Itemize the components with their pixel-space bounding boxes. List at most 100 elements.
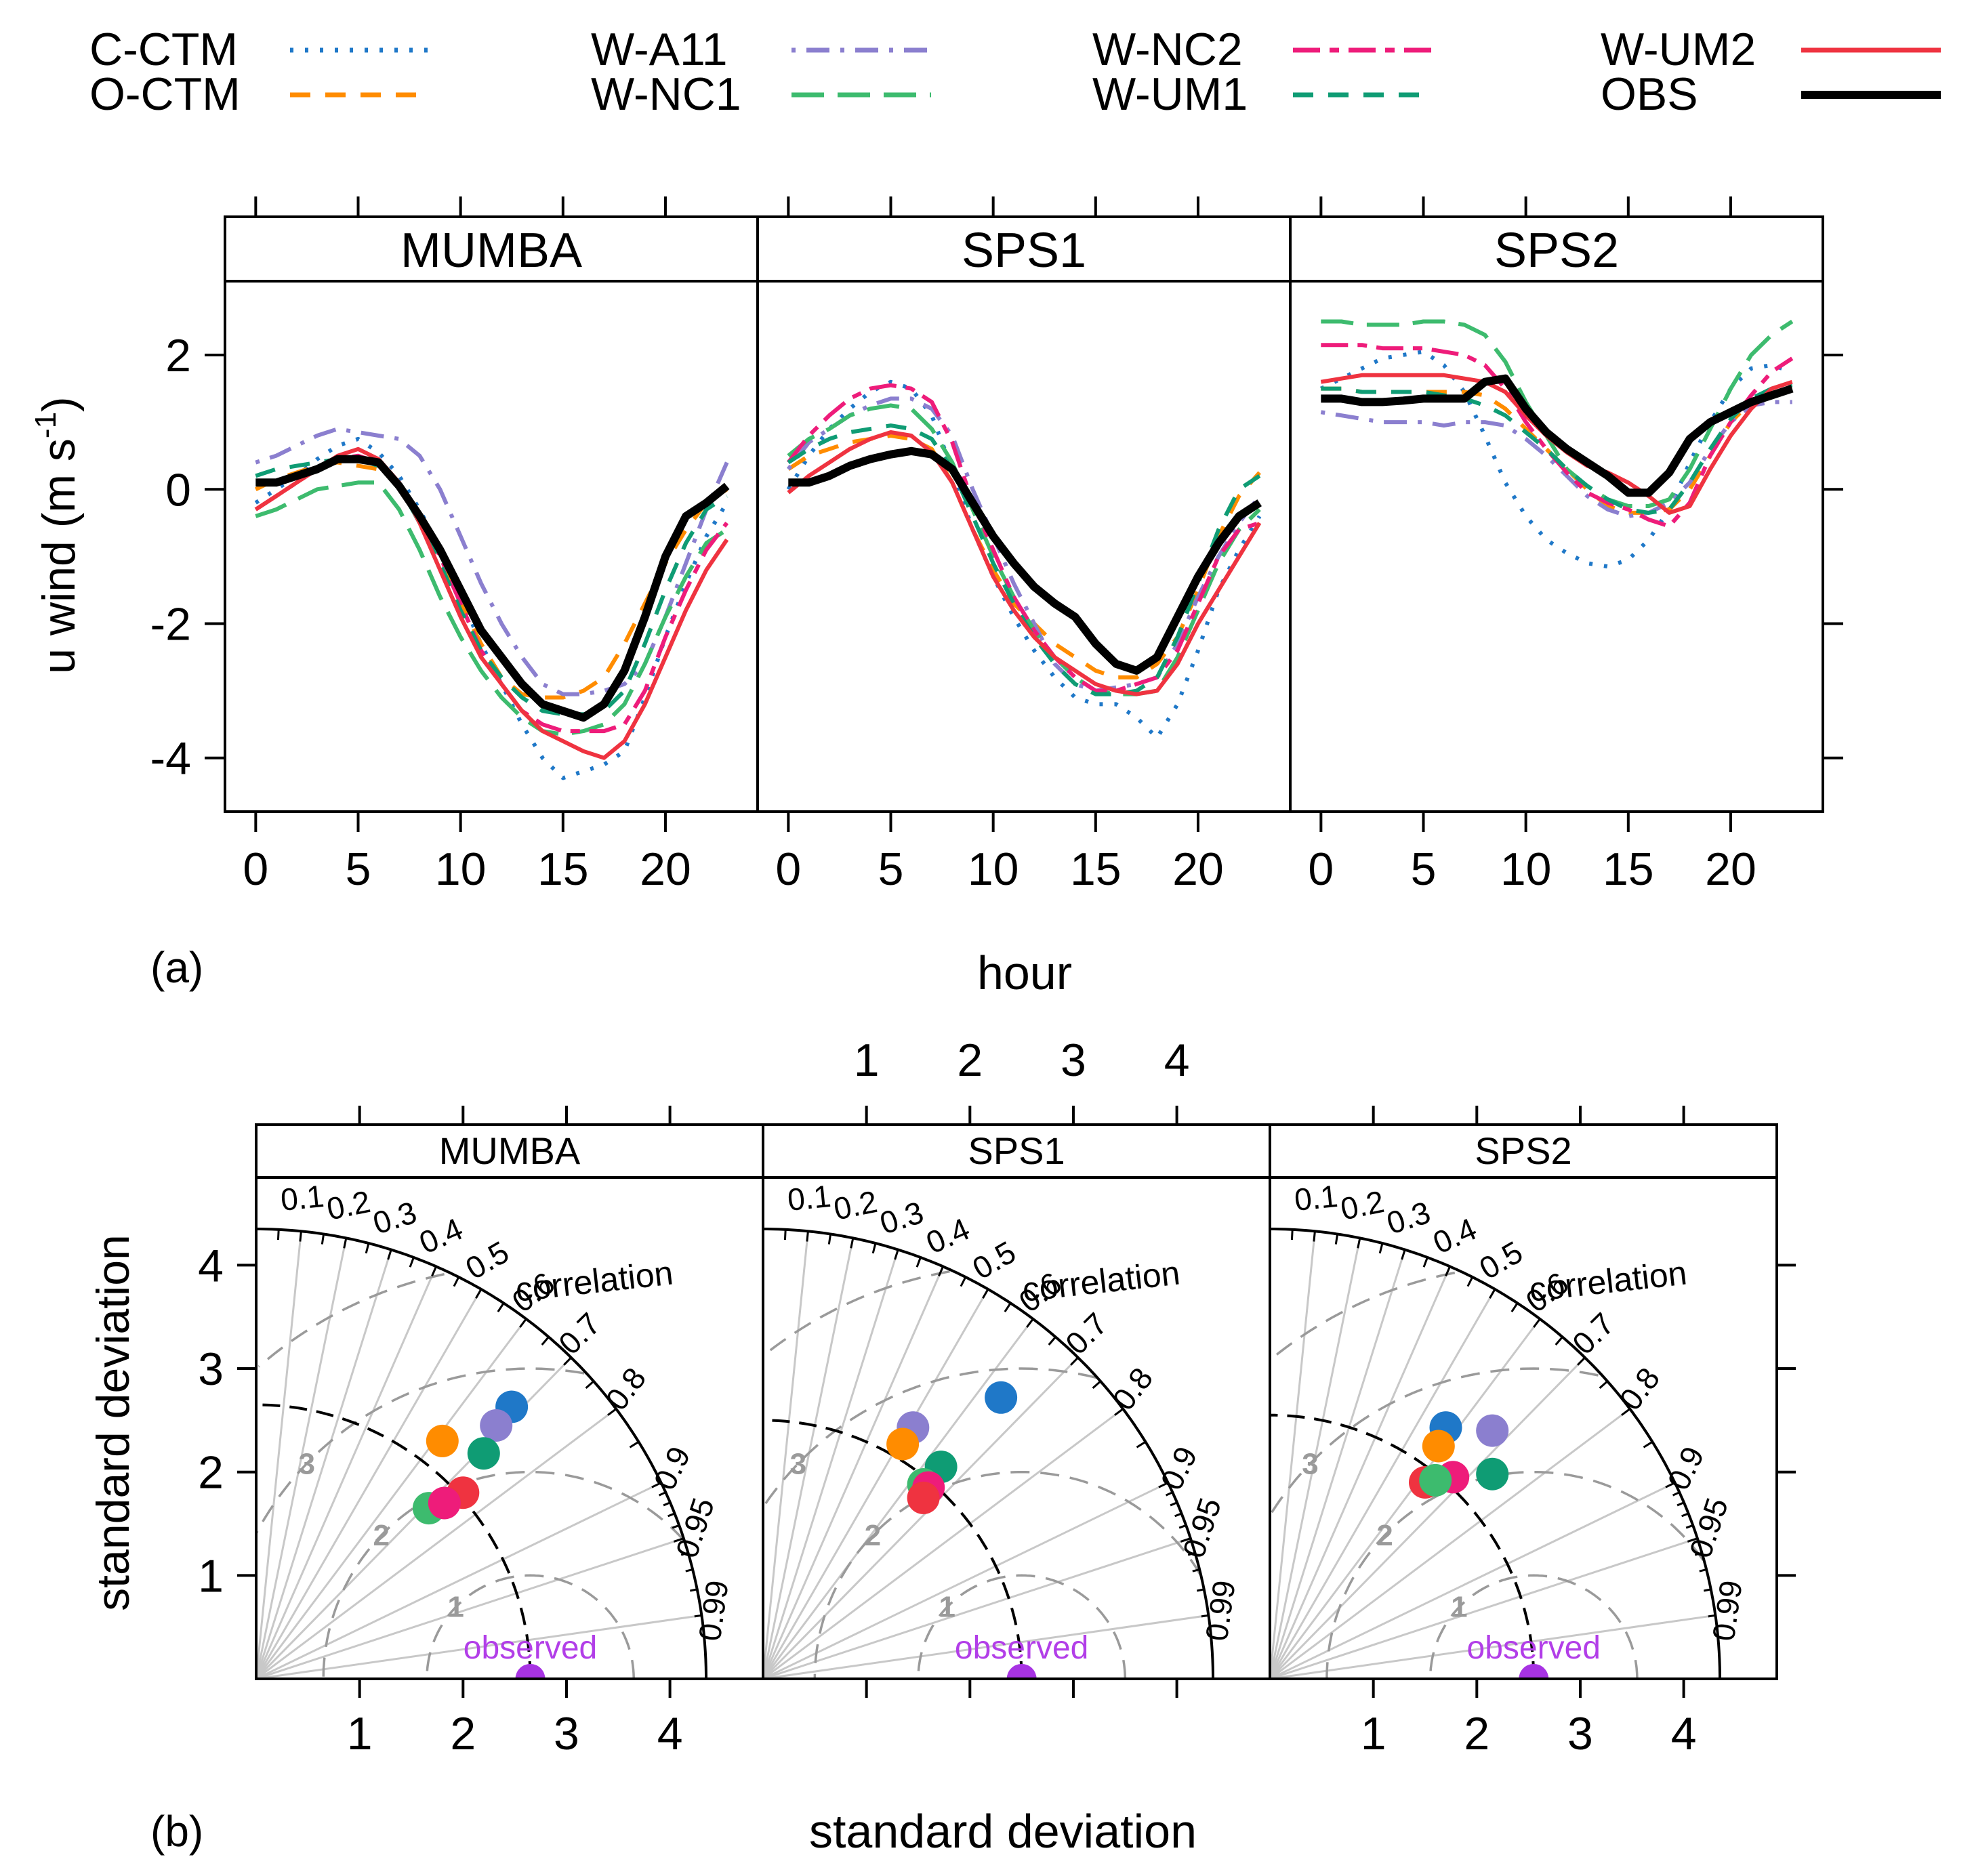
correlation-minor-tick <box>1026 1318 1034 1328</box>
correlation-tick-label: 0.5 <box>1473 1234 1528 1286</box>
rms-contour-label: 4 <box>224 1376 241 1409</box>
taylor-point-w-um1 <box>467 1437 500 1470</box>
correlation-tick-label: 0.2 <box>831 1184 880 1227</box>
correlation-line <box>763 1482 1169 1679</box>
observed-point <box>1006 1664 1037 1679</box>
correlation-minor-tick <box>1703 1588 1712 1592</box>
correlation-minor-tick <box>1334 1234 1339 1245</box>
correlation-title: correlation <box>514 1253 675 1308</box>
correlation-tick-label: 0.7 <box>1565 1306 1621 1361</box>
correlation-tick-label: 0.95 <box>1176 1494 1228 1562</box>
correlation-minor-tick <box>689 1588 698 1592</box>
correlation-minor-tick <box>1681 1512 1689 1518</box>
legend-label-w-um1: W-UM1 <box>1092 68 1248 120</box>
correlation-minor-tick <box>894 1249 899 1260</box>
correlation-line <box>256 1266 437 1679</box>
correlation-minor-tick <box>663 1501 671 1507</box>
correlation-minor-tick <box>1685 1524 1693 1529</box>
correlation-line <box>763 1318 1034 1679</box>
correlation-tick-label: 0.5 <box>966 1234 1021 1286</box>
correlation-minor-tick <box>916 1257 922 1268</box>
correlation-minor-tick <box>1677 1501 1685 1507</box>
taylor-diagram-sps2: 12340.10.20.30.40.50.60.70.80.90.950.99c… <box>1270 1178 1749 1679</box>
taylor-point-w-nc2 <box>428 1486 461 1520</box>
correlation-line <box>256 1249 392 1679</box>
correlation-minor-tick <box>1158 1482 1169 1488</box>
correlation-tick-label: 0.7 <box>552 1306 607 1361</box>
correlation-line <box>1270 1266 1451 1679</box>
correlation-minor-tick <box>672 1524 680 1529</box>
correlation-minor-tick <box>1165 1491 1173 1497</box>
legend-label-w-um2: W-UM2 <box>1601 24 1756 75</box>
panel-a-strip-mumba <box>224 215 759 283</box>
rms-contour <box>1272 1271 1456 1358</box>
panel-a-frame-sps2 <box>1289 280 1824 813</box>
correlation-minor-tick <box>1201 1614 1209 1618</box>
taylor-strip-label-mumba: MUMBA <box>439 1129 581 1172</box>
rms-contour <box>763 1367 1097 1506</box>
series-line-sps1-c-ctm <box>786 379 1262 740</box>
taylor-y-tick-label: 1 <box>198 1550 224 1602</box>
correlation-tick-label: 0.4 <box>921 1211 974 1260</box>
correlation-line <box>763 1356 1079 1679</box>
x-tick-label: 5 <box>346 843 371 895</box>
correlation-minor-tick <box>365 1243 370 1254</box>
rms-contour-label: 3 <box>790 1447 806 1480</box>
observed-label: observed <box>955 1630 1088 1666</box>
series-line-sps1-obs <box>788 446 1262 675</box>
taylor-top-tick-label: 4 <box>1164 1035 1190 1086</box>
legend-label-w-a11: W-A11 <box>591 24 728 75</box>
legend-label-c-ctm: C-CTM <box>89 24 238 75</box>
correlation-title: correlation <box>1527 1253 1689 1308</box>
panel-b-y-axis-title: standard deviation <box>87 1234 139 1611</box>
correlation-minor-tick <box>1489 1289 1496 1299</box>
correlation-line <box>256 1408 617 1679</box>
correlation-line <box>256 1318 527 1679</box>
correlation-tick-label: 0.95 <box>669 1494 721 1562</box>
x-tick-label: 0 <box>775 843 801 895</box>
correlation-tick-label: 0.2 <box>324 1184 373 1227</box>
correlation-tick-label: 0.3 <box>876 1194 928 1241</box>
correlation-line <box>256 1289 482 1679</box>
panel-a-y-axis-title-close: ) <box>33 396 85 412</box>
panel-a-strip-sps1 <box>756 215 1292 283</box>
rms-contour <box>256 1367 585 1534</box>
correlation-minor-tick <box>409 1257 415 1268</box>
series-line-sps1-w-a11 <box>786 396 1262 693</box>
y-tick-label: 2 <box>165 330 191 381</box>
correlation-minor-tick <box>1070 1356 1079 1366</box>
series-line-sps1-w-um2 <box>787 430 1262 696</box>
correlation-tick-label: 0.1 <box>786 1178 833 1217</box>
correlation-tick-label: 0.4 <box>414 1211 468 1260</box>
x-tick-label: 10 <box>968 843 1019 895</box>
correlation-minor-tick <box>1687 1537 1698 1543</box>
taylor-diagram-mumba: 12340.10.20.30.40.50.60.70.80.90.950.99c… <box>224 1178 735 1679</box>
correlation-tick-label: 0.8 <box>598 1361 653 1417</box>
correlation-minor-tick <box>541 1336 550 1346</box>
taylor-point-w-a11 <box>1476 1414 1509 1447</box>
correlation-minor-tick <box>1170 1501 1178 1507</box>
correlation-line <box>1270 1356 1586 1679</box>
rms-contour <box>766 1270 950 1354</box>
observed-sd-arc <box>256 1403 532 1679</box>
correlation-minor-tick <box>1577 1356 1586 1366</box>
correlation-minor-tick <box>1180 1537 1191 1543</box>
correlation-title: correlation <box>1021 1253 1182 1308</box>
series-line-sps2-w-um1 <box>1321 383 1793 515</box>
panel-a-strip-label-sps1: SPS1 <box>962 224 1086 278</box>
correlation-minor-tick <box>1672 1491 1680 1497</box>
series-line-sps1-w-nc1 <box>787 403 1261 696</box>
correlation-line <box>256 1238 348 1679</box>
panel-a-strip-sps2 <box>1289 215 1824 283</box>
correlation-tick-label: 0.95 <box>1683 1494 1735 1562</box>
correlation-line <box>763 1408 1124 1679</box>
taylor-point-w-um1 <box>1476 1457 1509 1491</box>
correlation-minor-tick <box>1643 1440 1653 1448</box>
correlation-minor-tick <box>685 1568 693 1572</box>
observed-label: observed <box>1467 1630 1601 1666</box>
correlation-minor-tick <box>1174 1512 1183 1518</box>
correlation-minor-tick <box>1694 1551 1702 1556</box>
panel-a-label: (a) <box>150 943 203 992</box>
correlation-line <box>1270 1614 1716 1679</box>
correlation-minor-tick <box>680 1551 688 1556</box>
